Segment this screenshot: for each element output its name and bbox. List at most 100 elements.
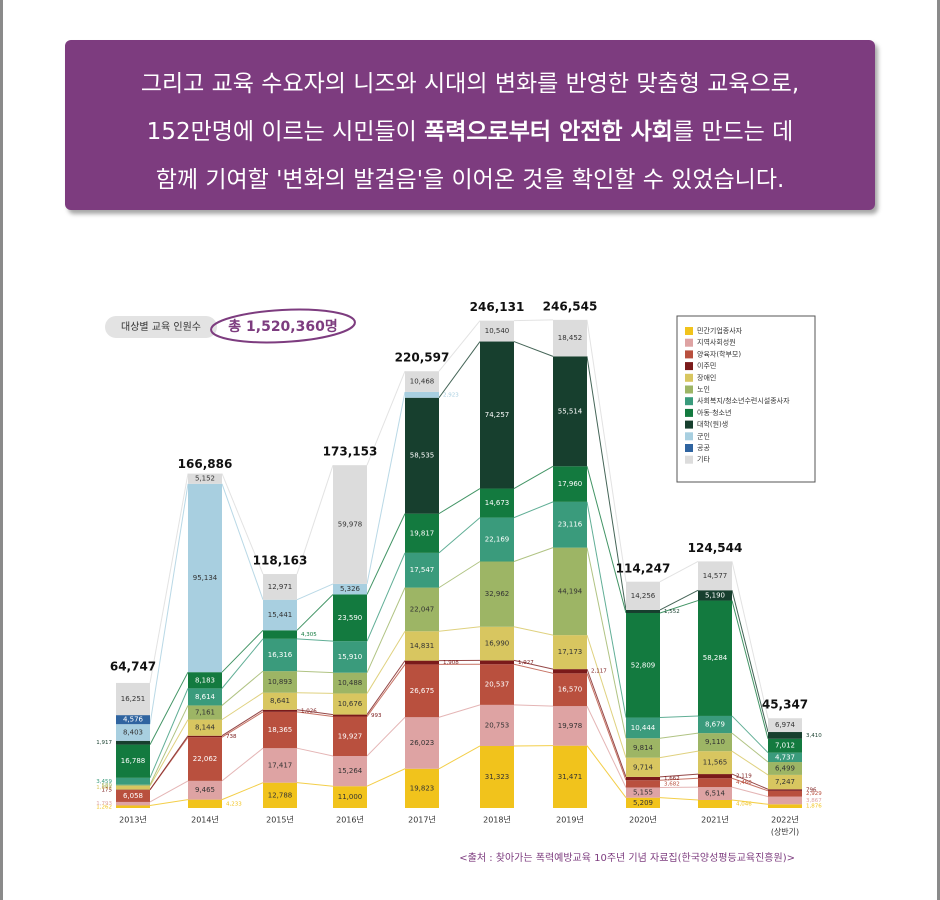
connector <box>438 517 481 554</box>
value-label: 4,737 <box>775 753 795 761</box>
bar-segment <box>553 635 587 670</box>
legend-swatch <box>685 385 693 394</box>
value-label: 22,062 <box>193 755 218 763</box>
connector <box>149 483 189 725</box>
total-all: 총 1,520,360명 <box>228 318 337 335</box>
value-label: 2,923 <box>443 392 459 398</box>
connector <box>659 777 699 781</box>
bar-segment <box>333 786 367 808</box>
value-label: 9,465 <box>195 786 215 794</box>
bar-segment <box>405 397 439 514</box>
connector <box>659 715 699 719</box>
value-label: 12,971 <box>268 583 293 591</box>
bar-segment <box>263 709 297 712</box>
bar-segment <box>116 682 150 716</box>
value-label: 6,058 <box>123 792 143 800</box>
value-label: 4,576 <box>123 716 144 724</box>
connector <box>513 659 554 670</box>
bar-segment <box>698 561 732 591</box>
total-label: 166,886 <box>178 457 233 471</box>
bar-segment <box>116 784 150 786</box>
bar-segment <box>698 751 732 775</box>
value-label: 8,183 <box>195 676 215 684</box>
value-label: 1,876 <box>806 804 822 810</box>
total-label: 220,597 <box>395 351 450 365</box>
bar-segment <box>116 805 150 808</box>
bar-segment <box>480 517 514 562</box>
value-label: 58,284 <box>703 654 728 662</box>
value-label: 26,023 <box>410 739 435 747</box>
bar-segment <box>333 672 367 694</box>
value-label: 95,134 <box>193 574 218 582</box>
total-label: 114,247 <box>616 561 671 575</box>
connector <box>296 711 334 718</box>
connector <box>659 589 699 611</box>
bar-segment <box>333 583 367 595</box>
bar-segment <box>553 706 587 746</box>
connector <box>586 466 627 614</box>
connector <box>149 688 189 779</box>
bar-segment <box>263 711 297 749</box>
x-tick-label: 2014년 <box>191 815 219 825</box>
legend-swatch <box>685 397 693 406</box>
highlight-ellipse <box>210 308 356 344</box>
bar-segment <box>626 612 660 718</box>
legend-swatch <box>685 327 693 335</box>
value-label: 58,535 <box>410 452 435 460</box>
value-label: 6,974 <box>775 721 796 729</box>
bar-segment <box>480 626 514 661</box>
value-label: 1,262 <box>96 804 112 810</box>
bar-segment <box>768 774 802 790</box>
edge <box>0 0 3 900</box>
connector <box>731 715 769 754</box>
bar-segment <box>768 718 802 733</box>
connector <box>221 670 264 706</box>
value-label: 738 <box>226 734 237 740</box>
value-label: 59,978 <box>338 521 363 529</box>
connector <box>221 709 264 737</box>
bar-segment <box>188 799 222 808</box>
connector <box>731 590 769 733</box>
banner-line: 152만명에 이르는 시민들이 폭력으로부터 안전한 사회를 만드는 데 <box>65 108 875 156</box>
bar-segment <box>698 715 732 734</box>
value-label: 3,410 <box>806 733 822 739</box>
bar-segment <box>188 705 222 720</box>
connector <box>221 638 264 689</box>
legend-label: 기타 <box>697 455 710 464</box>
bar-segment <box>698 590 732 601</box>
connector <box>513 465 554 489</box>
total-label: 173,153 <box>323 445 378 459</box>
value-label: 1,662 <box>664 776 680 782</box>
connector <box>221 692 264 721</box>
value-label: 7,161 <box>195 709 215 717</box>
value-label: 14,577 <box>703 572 728 580</box>
connector <box>366 371 406 466</box>
connector <box>586 356 627 610</box>
connector <box>366 768 406 787</box>
value-label: 9,814 <box>633 744 654 752</box>
value-label: 10,488 <box>338 679 363 687</box>
total-label: 45,347 <box>762 698 808 712</box>
value-label: 1,893 <box>96 785 112 791</box>
value-label: 14,256 <box>631 592 656 600</box>
connector <box>366 660 406 715</box>
badge-bg <box>105 316 217 338</box>
bar-segment <box>263 638 297 672</box>
x-tick-label: 2013년 <box>119 815 147 825</box>
connector <box>513 626 554 636</box>
legend-label: 노인 <box>697 385 710 394</box>
bar-segment <box>553 673 587 707</box>
value-label: 8,403 <box>123 728 143 736</box>
value-label: 74,257 <box>485 411 510 419</box>
value-label: 22,169 <box>485 536 510 544</box>
bar-segment <box>768 732 802 739</box>
value-label: 3,867 <box>806 798 822 804</box>
connector <box>149 719 189 787</box>
connector <box>659 560 699 583</box>
value-label: 23,590 <box>338 614 363 622</box>
connector <box>149 705 189 785</box>
bar-segment <box>626 609 660 613</box>
connector <box>586 319 627 582</box>
bar-segment <box>480 660 514 665</box>
